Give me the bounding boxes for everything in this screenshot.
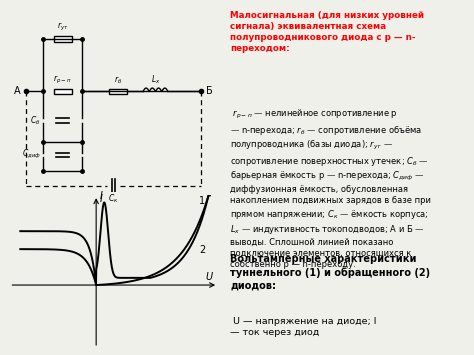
Text: $L_{x}$: $L_{x}$ bbox=[151, 73, 160, 86]
Text: $C_{диф}$: $C_{диф}$ bbox=[22, 148, 41, 161]
Text: А: А bbox=[14, 87, 21, 97]
Text: $r_{р-п}$ — нелинейное сопротивление р
— n-перехода; $r_{б}$ — сопротивление объ: $r_{р-п}$ — нелинейное сопротивление р —… bbox=[230, 108, 431, 269]
Bar bbox=[109, 89, 127, 94]
Text: 1: 1 bbox=[199, 196, 205, 206]
Text: $r_{р-п}$: $r_{р-п}$ bbox=[54, 74, 72, 86]
Text: Б: Б bbox=[206, 87, 212, 97]
Bar bbox=[54, 36, 72, 42]
Text: U — напряжение на диоде; I
— ток через диод: U — напряжение на диоде; I — ток через д… bbox=[230, 317, 377, 337]
Text: U: U bbox=[206, 272, 213, 282]
Text: $C_{б}$: $C_{б}$ bbox=[30, 114, 41, 127]
Text: $r_{ут}$: $r_{ут}$ bbox=[57, 21, 68, 33]
Text: 2: 2 bbox=[199, 245, 205, 255]
Text: I: I bbox=[100, 191, 103, 201]
Text: Малосигнальная (для низких уровней
сигнала) эквивалентная схема
полупроводниково: Малосигнальная (для низких уровней сигна… bbox=[230, 11, 424, 53]
Bar bbox=[54, 89, 72, 94]
Text: $r_{б}$: $r_{б}$ bbox=[114, 75, 122, 86]
Text: I: I bbox=[100, 195, 102, 204]
Text: Вольтамперные характеристики
туннельного (1) и обращенного (2)
диодов:: Вольтамперные характеристики туннельного… bbox=[230, 254, 430, 290]
Text: $C_{к}$: $C_{к}$ bbox=[109, 192, 119, 205]
